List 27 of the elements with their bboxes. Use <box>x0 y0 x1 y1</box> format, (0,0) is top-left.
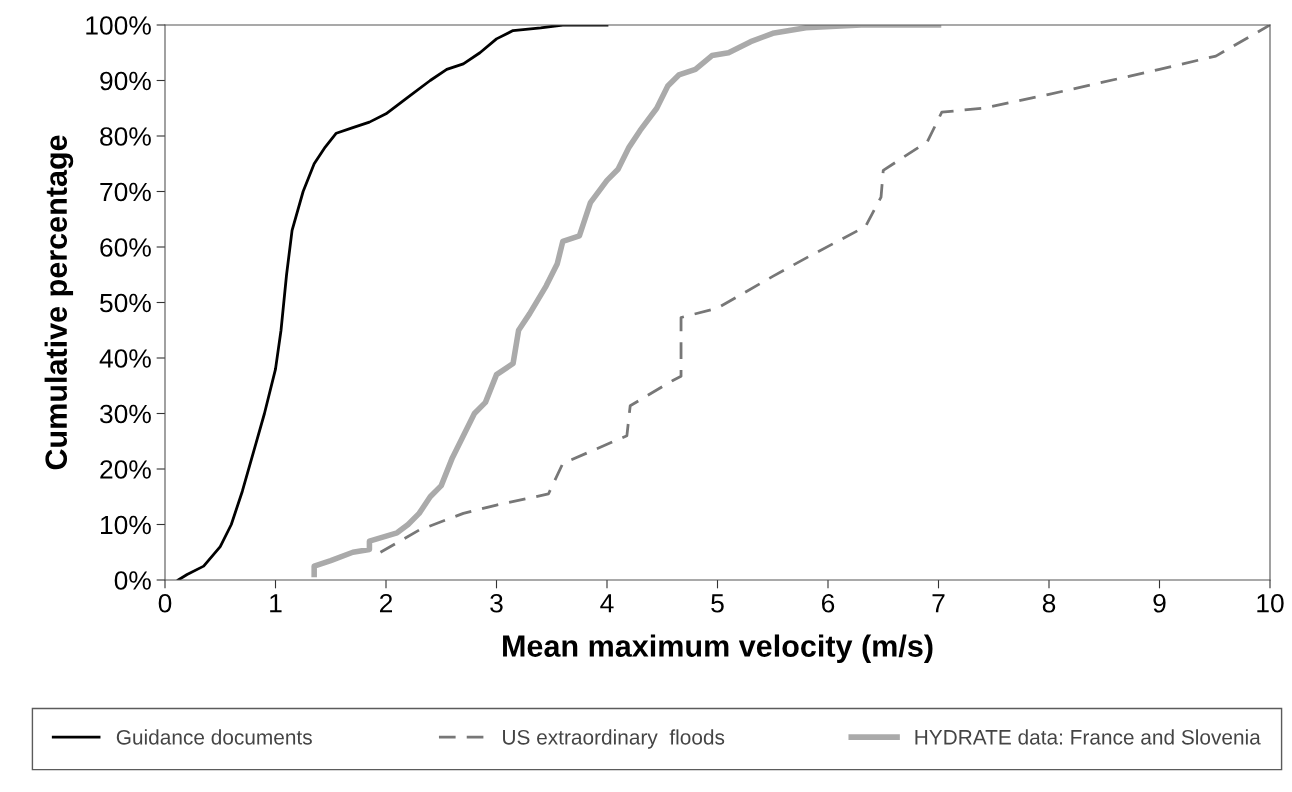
x-tick-label: 7 <box>932 594 945 613</box>
x-tick-label: 4 <box>600 594 614 613</box>
y-tick-label: 70% <box>100 182 151 202</box>
legend-label: US extraordinary floods <box>503 729 725 749</box>
x-tick-label: 5 <box>711 594 724 613</box>
y-tick-label: 10% <box>101 515 151 535</box>
x-tick-label: 2 <box>379 593 393 613</box>
legend-label: HYDRATE data: France and Slovenia <box>915 729 1261 745</box>
x-tick-label: 8 <box>1042 593 1056 613</box>
y-tick-label: 0% <box>114 571 151 590</box>
x-tick-label: 3 <box>490 593 503 613</box>
y-tick-label: 60% <box>100 238 151 257</box>
x-tick-label: 10 <box>1257 593 1284 613</box>
legend-label: Guidance documents <box>116 729 312 745</box>
y-tick-label: 90% <box>100 71 151 91</box>
y-axis-title: Cumulative percentage <box>44 135 74 470</box>
x-axis-title: Mean maximum velocity (m/s) <box>503 634 933 663</box>
x-tick-label: 9 <box>1153 593 1166 613</box>
y-tick-label: 20% <box>100 460 151 479</box>
x-tick-label: 0 <box>158 593 172 613</box>
y-tick-label: 50% <box>100 293 151 313</box>
y-tick-label: 80% <box>100 127 151 146</box>
y-tick-label: 100% <box>86 16 151 35</box>
y-tick-label: 30% <box>100 404 151 424</box>
x-tick-label: 1 <box>270 594 282 613</box>
x-tick-label: 6 <box>822 593 835 613</box>
y-tick-label: 40% <box>99 349 151 368</box>
